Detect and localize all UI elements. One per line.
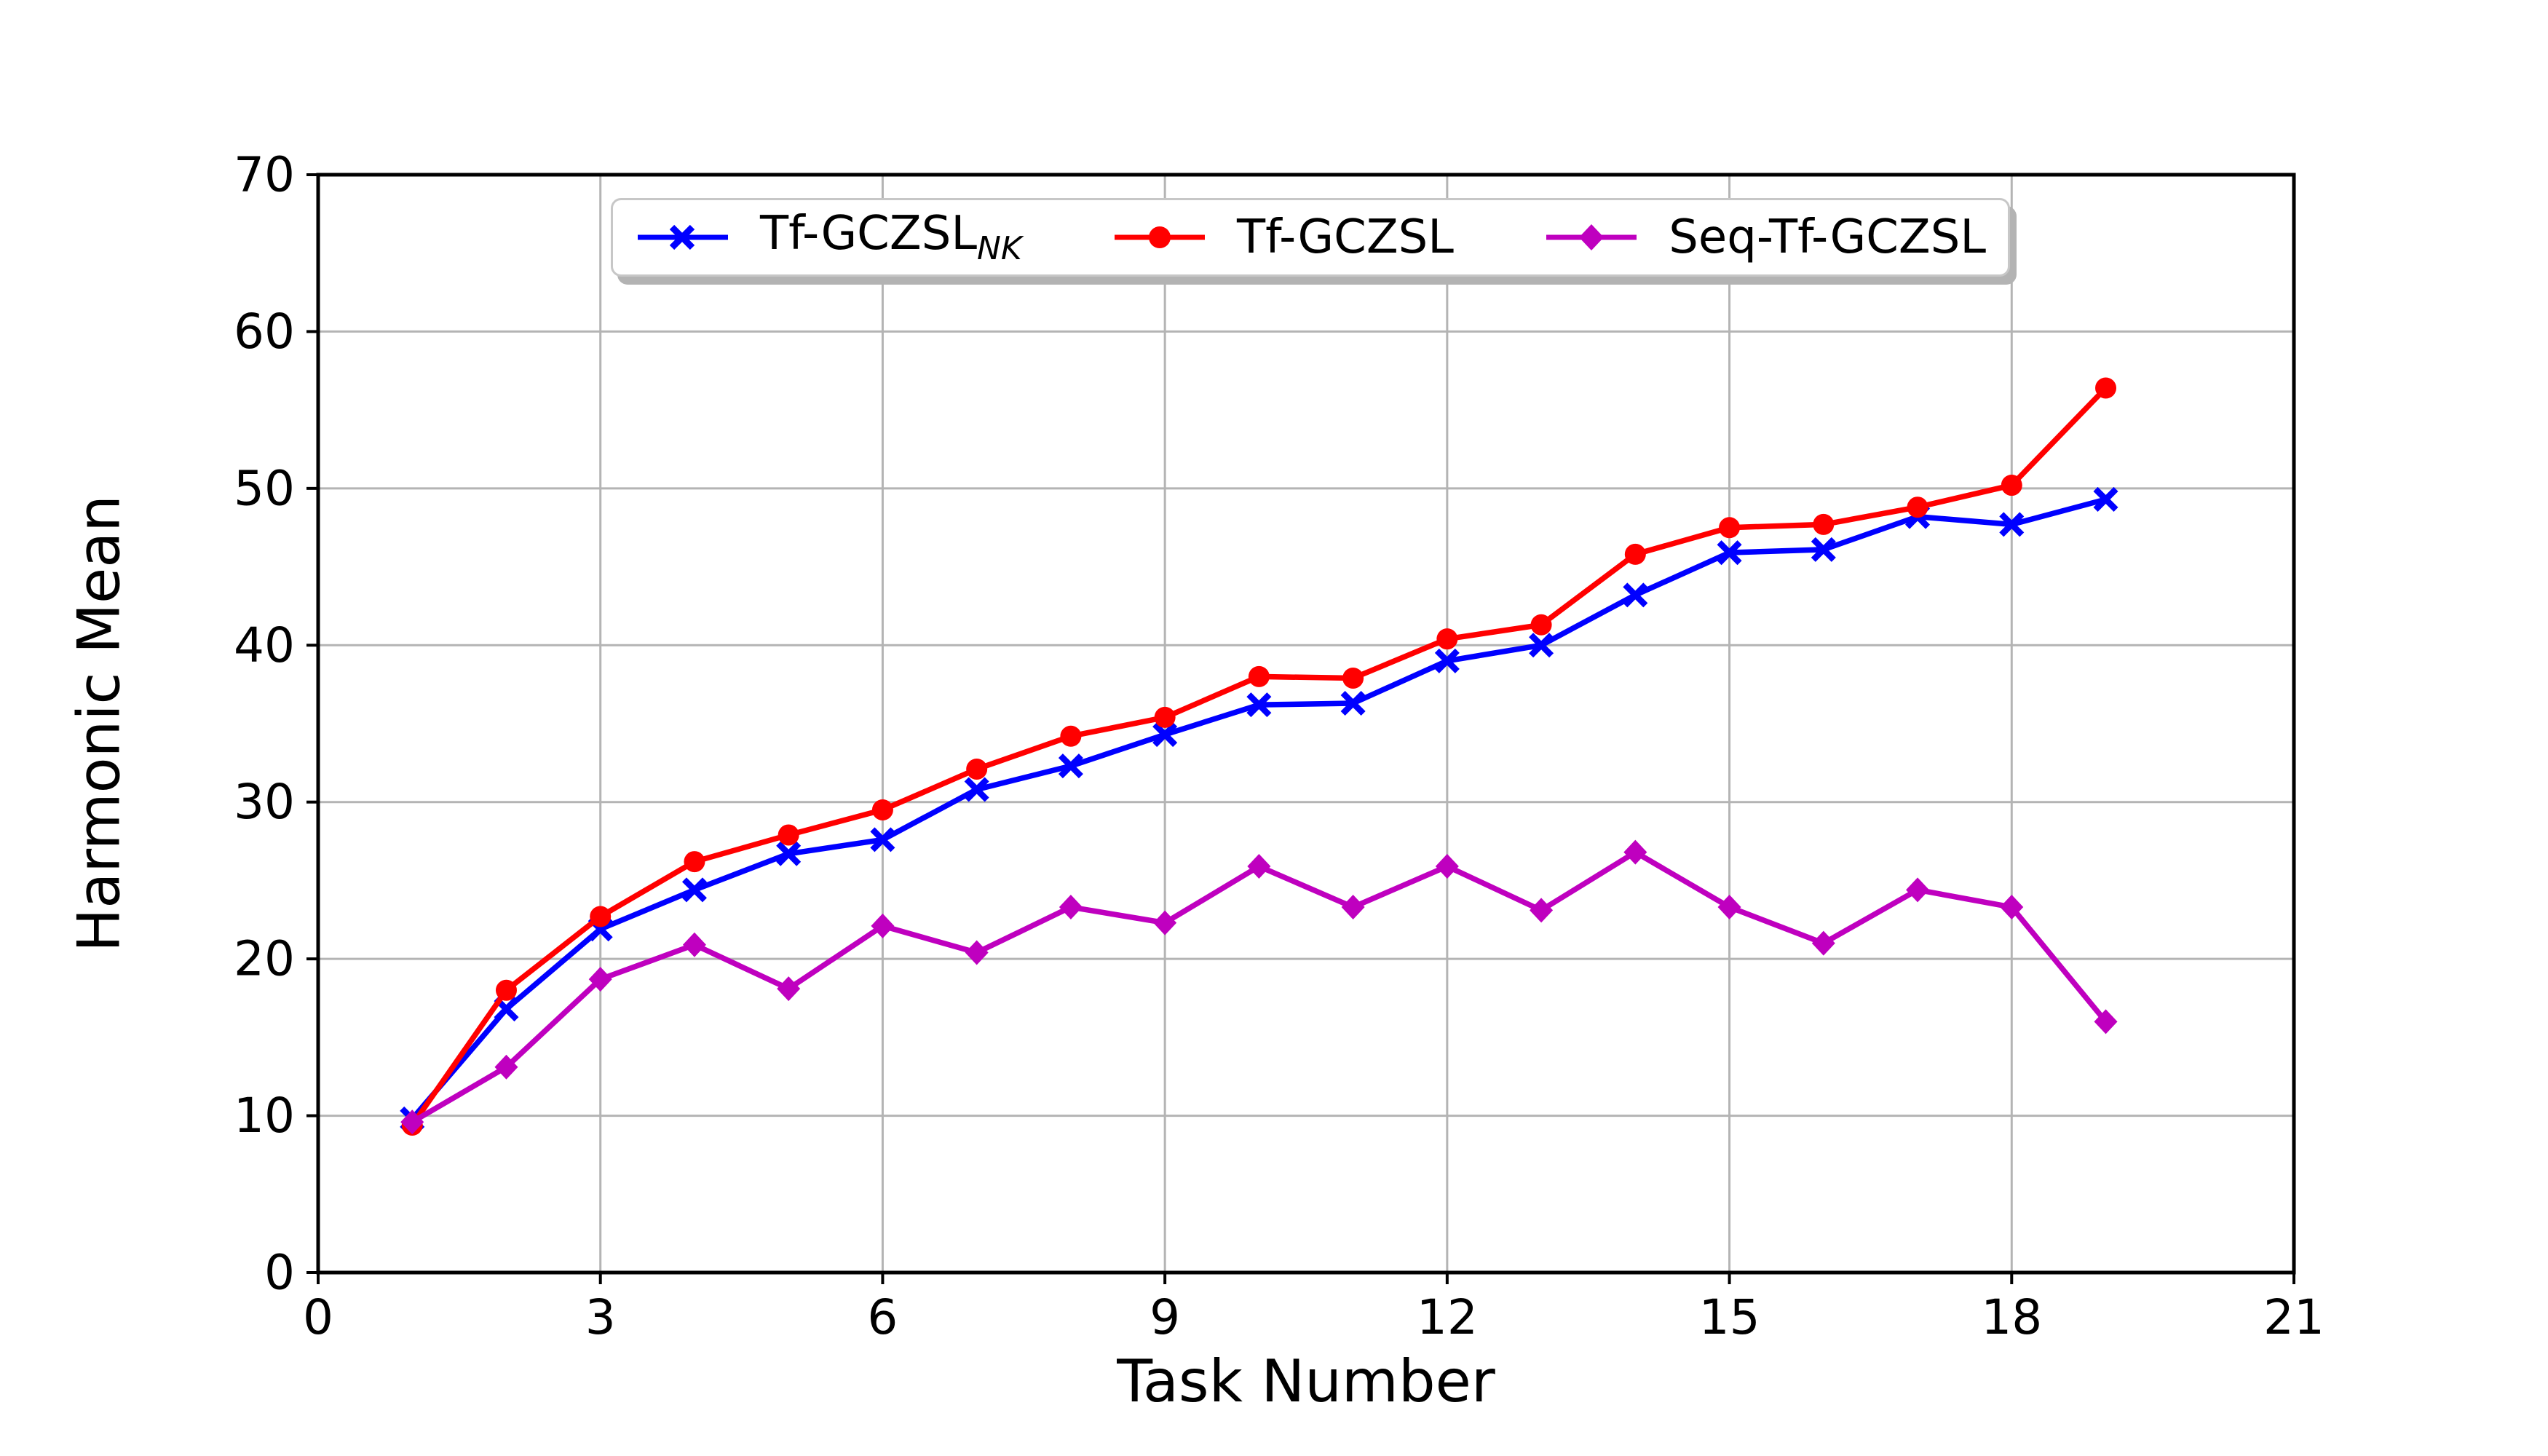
data-point-Tf-GCZSL	[1813, 513, 1835, 535]
y-tick-label: 70	[234, 147, 295, 203]
data-point-Tf-GCZSL	[1342, 668, 1364, 689]
legend-label: Tf-GCZSL	[1236, 210, 1454, 264]
data-point-Seq-Tf-GCZSL	[871, 913, 895, 938]
legend: Tf-GCZSLNK Tf-GCZSL Seq-Tf-GCZSL	[611, 198, 2010, 277]
legend-item-tf-gczsl: Tf-GCZSL	[1112, 214, 1454, 261]
data-point-Tf-GCZSL	[1060, 725, 1082, 747]
data-point-Seq-Tf-GCZSL	[965, 940, 989, 965]
data-point-Seq-Tf-GCZSL	[1153, 910, 1177, 935]
data-point-Tf-GCZSL_NK	[1246, 692, 1272, 718]
x-tick-label: 9	[1150, 1289, 1180, 1345]
data-point-Tf-GCZSL	[2001, 475, 2022, 496]
x-tick-label: 6	[867, 1289, 898, 1345]
data-point-Seq-Tf-GCZSL	[1717, 895, 1741, 920]
data-point-Seq-Tf-GCZSL	[1530, 898, 1554, 923]
data-point-Tf-GCZSL_NK	[1717, 540, 1742, 566]
data-point-Tf-GCZSL	[1154, 706, 1176, 728]
data-point-Seq-Tf-GCZSL	[1811, 930, 1835, 956]
data-point-Tf-GCZSL_NK	[1434, 648, 1460, 673]
data-point-Tf-GCZSL	[778, 824, 799, 846]
data-point-Tf-GCZSL	[2095, 377, 2117, 399]
data-point-Tf-GCZSL	[1248, 665, 1270, 687]
magenta-diamond-line-icon	[1546, 224, 1637, 250]
data-point-Seq-Tf-GCZSL	[2094, 1009, 2118, 1034]
x-axis-title: Task Number	[1116, 1348, 1495, 1415]
data-point-Tf-GCZSL	[684, 851, 705, 873]
data-point-Seq-Tf-GCZSL	[1059, 895, 1083, 920]
x-tick-label: 12	[1417, 1289, 1478, 1345]
x-tick-label: 21	[2263, 1289, 2325, 1345]
data-point-Seq-Tf-GCZSL	[588, 967, 612, 992]
legend-label-subscript: NK	[976, 229, 1022, 267]
data-point-Seq-Tf-GCZSL	[400, 1109, 424, 1135]
y-tick-label: 30	[234, 774, 295, 830]
series-line-Seq-Tf-GCZSL	[411, 849, 2108, 1125]
legend-label: Seq-Tf-GCZSL	[1669, 210, 1986, 264]
data-point-Seq-Tf-GCZSL	[1623, 839, 1647, 865]
y-tick-label: 10	[234, 1088, 295, 1144]
series-line-Tf-GCZSL_NK	[410, 496, 2107, 1121]
data-point-Seq-Tf-GCZSL	[2000, 895, 2024, 920]
data-point-Tf-GCZSL	[1719, 517, 1741, 539]
data-point-Tf-GCZSL	[590, 906, 612, 927]
data-point-Tf-GCZSL_NK	[1152, 722, 1178, 748]
data-point-Tf-GCZSL_NK	[1058, 753, 1083, 779]
y-tick-label: 40	[234, 617, 295, 673]
data-point-Tf-GCZSL_NK	[1529, 633, 1554, 658]
x-tick-label: 18	[1981, 1289, 2042, 1345]
legend-label: Tf-GCZSLNK	[760, 206, 1022, 267]
data-point-Tf-GCZSL_NK	[870, 827, 895, 852]
y-tick-label: 20	[234, 931, 295, 987]
data-point-Tf-GCZSL	[871, 799, 893, 820]
data-point-Tf-GCZSL_NK	[1999, 512, 2025, 537]
data-point-Seq-Tf-GCZSL	[682, 932, 706, 957]
x-tick-label: 3	[585, 1289, 616, 1345]
data-point-Tf-GCZSL_NK	[2093, 486, 2118, 512]
legend-item-tf-gczsl-nk: Tf-GCZSLNK	[635, 210, 1022, 265]
y-tick-label: 50	[234, 460, 295, 516]
data-point-Tf-GCZSL	[495, 979, 517, 1001]
data-point-Tf-GCZSL	[1436, 628, 1458, 650]
x-tick-label: 15	[1699, 1289, 1760, 1345]
data-point-Tf-GCZSL_NK	[964, 777, 989, 802]
blue-x-line-icon	[638, 224, 728, 250]
x-tick-label: 0	[303, 1289, 333, 1345]
data-point-Tf-GCZSL	[1624, 543, 1646, 565]
series-line-Tf-GCZSL	[410, 386, 2108, 1127]
data-point-Tf-GCZSL	[1907, 496, 1928, 518]
red-dot-line-icon	[1114, 226, 1205, 248]
data-point-Tf-GCZSL_NK	[1340, 690, 1366, 716]
data-point-Seq-Tf-GCZSL	[1247, 854, 1271, 879]
y-axis-title: Harmonic Mean	[66, 495, 133, 952]
legend-item-seq-tf-gczsl: Seq-Tf-GCZSL	[1543, 214, 1986, 261]
y-tick-label: 0	[264, 1245, 295, 1301]
axes-frame	[316, 173, 2296, 1275]
data-point-Tf-GCZSL	[1530, 614, 1552, 636]
data-point-Seq-Tf-GCZSL	[1906, 877, 1930, 903]
data-point-Seq-Tf-GCZSL	[777, 976, 801, 1002]
data-point-Tf-GCZSL_NK	[1623, 582, 1648, 608]
y-tick-label: 60	[234, 304, 295, 360]
data-point-Seq-Tf-GCZSL	[494, 1054, 518, 1080]
data-point-Tf-GCZSL	[966, 758, 988, 780]
data-point-Tf-GCZSL_NK	[681, 877, 707, 903]
data-point-Tf-GCZSL_NK	[776, 841, 802, 866]
data-point-Seq-Tf-GCZSL	[1435, 854, 1459, 879]
data-point-Seq-Tf-GCZSL	[1341, 895, 1365, 920]
data-point-Tf-GCZSL_NK	[1811, 537, 1836, 562]
